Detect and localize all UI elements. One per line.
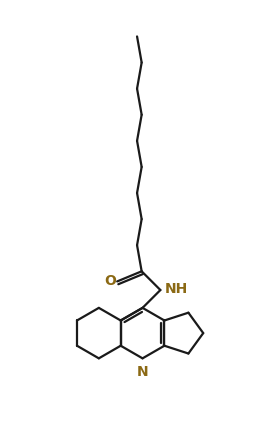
Text: NH: NH <box>165 282 188 296</box>
Text: N: N <box>137 366 148 379</box>
Text: O: O <box>104 275 116 288</box>
